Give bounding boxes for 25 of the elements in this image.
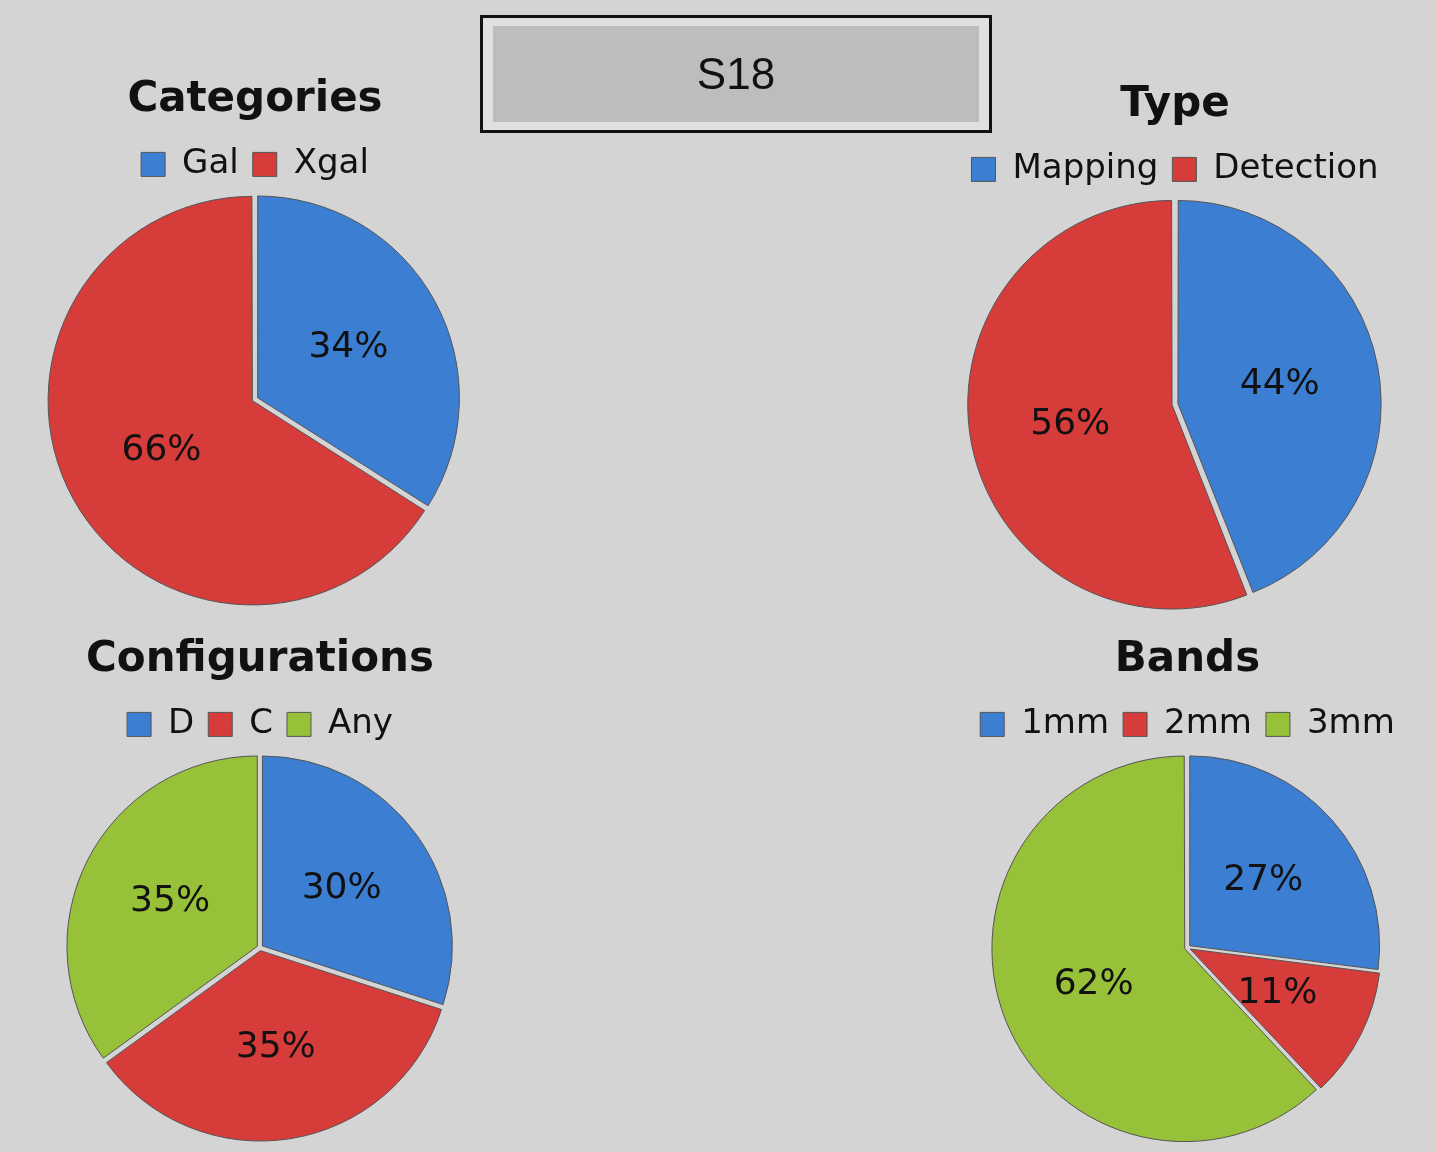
data-label: 62% xyxy=(1053,961,1134,1003)
chart-title: Type xyxy=(1120,77,1230,127)
chart-title: Bands xyxy=(1114,632,1261,682)
data-label: 35% xyxy=(235,1023,316,1065)
data-label: 11% xyxy=(1237,969,1318,1011)
legend-label: C xyxy=(249,701,274,742)
data-label: 56% xyxy=(1030,400,1111,442)
legend-label: D xyxy=(168,701,195,742)
data-label: 35% xyxy=(130,878,211,920)
legend-label: Any xyxy=(328,701,393,742)
legend-label: Gal xyxy=(182,141,239,182)
text: S18 xyxy=(493,26,979,122)
legend-label: Detection xyxy=(1213,146,1379,187)
data-label: 30% xyxy=(301,864,382,906)
chart-title: Categories xyxy=(127,72,383,122)
legend-label: 3mm xyxy=(1306,701,1395,742)
legend-label: Xgal xyxy=(293,141,369,182)
legend-label: 2mm xyxy=(1164,701,1252,742)
chart-title: Configurations xyxy=(86,632,434,682)
data-label: 27% xyxy=(1223,857,1304,899)
data-label: 44% xyxy=(1239,360,1320,402)
data-label: 66% xyxy=(121,426,202,468)
legend-label: Mapping xyxy=(1012,146,1159,187)
data-label: 34% xyxy=(308,324,389,366)
legend-label: 1mm xyxy=(1021,701,1110,742)
